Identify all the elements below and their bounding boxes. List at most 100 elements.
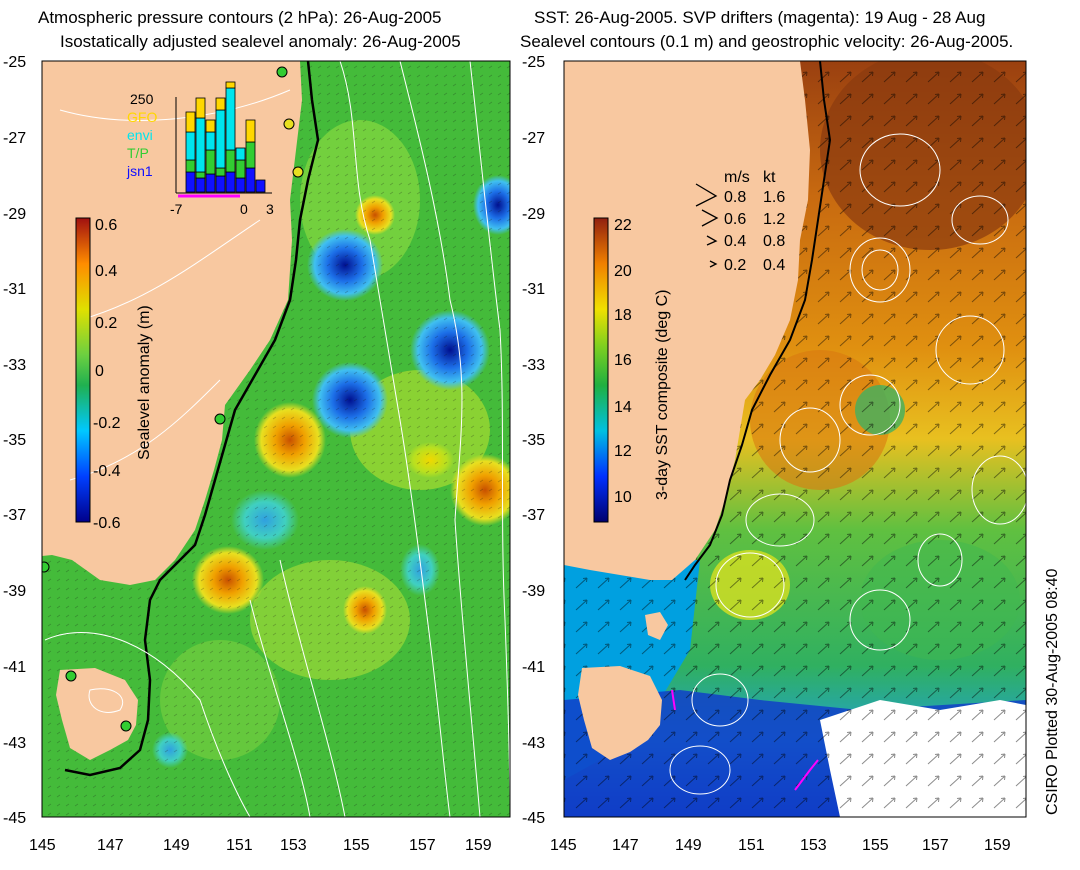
svg-text:0.8: 0.8 (724, 189, 746, 206)
sealevel-contours (669, 133, 1026, 795)
svg-text:-31: -31 (3, 281, 26, 298)
svg-text:-41: -41 (3, 659, 26, 676)
left-title-line1: Atmospheric pressure contours (2 hPa): 2… (38, 8, 442, 27)
left-title-line2: Isostatically adjusted sealevel anomaly:… (60, 32, 461, 51)
sst-tick: 18 (614, 307, 632, 324)
svg-text:0.4: 0.4 (724, 233, 746, 250)
svg-text:0.8: 0.8 (763, 233, 785, 250)
svg-text:-39: -39 (522, 583, 545, 600)
sst-tick: 10 (614, 489, 632, 506)
svg-text:159: 159 (465, 837, 492, 854)
svg-text:-27: -27 (522, 130, 545, 147)
sla-tick: 0 (95, 363, 104, 380)
svg-text:145: 145 (29, 837, 56, 854)
inset-xtick: 3 (266, 201, 274, 217)
svg-text:153: 153 (280, 837, 307, 854)
svg-text:-35: -35 (3, 432, 26, 449)
svg-text:-25: -25 (522, 54, 545, 71)
svg-text:147: 147 (612, 837, 639, 854)
svg-text:147: 147 (97, 837, 124, 854)
sst-tick: 22 (614, 217, 632, 234)
svg-text:-25: -25 (3, 54, 26, 71)
sla-tick: 0.4 (95, 263, 117, 280)
right-title-line1: SST: 26-Aug-2005. SVP drifters (magenta)… (534, 8, 986, 27)
svg-text:-43: -43 (522, 735, 545, 752)
svg-text:157: 157 (409, 837, 436, 854)
svg-text:153: 153 (800, 837, 827, 854)
inset-xtick: 0 (240, 201, 248, 217)
sst-tick: 12 (614, 443, 632, 460)
sst-tick: 16 (614, 352, 632, 369)
vel-header-kt: kt (763, 169, 776, 186)
svg-text:151: 151 (738, 837, 765, 854)
right-shelf-contour (684, 61, 832, 581)
vel-arrow-icon (706, 235, 718, 246)
svg-text:149: 149 (675, 837, 702, 854)
svg-text:149: 149 (163, 837, 190, 854)
right-land-mainland (564, 61, 810, 580)
right-map (564, 61, 1026, 817)
svg-text:157: 157 (922, 837, 949, 854)
svg-text:-33: -33 (522, 357, 545, 374)
legend-gfo: GFO (127, 109, 157, 125)
left-lon-axis: 145 147 149 151 153 155 157 159 (29, 837, 492, 854)
svg-text:1.2: 1.2 (763, 211, 785, 228)
svp-drifter-track (794, 759, 819, 791)
vel-arrow-icon (695, 183, 718, 207)
svg-text:-33: -33 (3, 357, 26, 374)
svg-text:-39: -39 (3, 583, 26, 600)
sst-colorbar: 22 20 18 16 14 12 10 3-day SST composite… (593, 217, 671, 523)
svg-text:1.6: 1.6 (763, 189, 785, 206)
right-title-line2: Sealevel contours (0.1 m) and geostrophi… (520, 32, 1014, 51)
sla-tick: 0.2 (95, 315, 117, 332)
svg-text:0.6: 0.6 (724, 211, 746, 228)
sst-colorbar-label: 3-day SST composite (deg C) (654, 290, 671, 500)
svg-text:0.2: 0.2 (724, 257, 746, 274)
legend-tp: T/P (127, 145, 149, 161)
svg-text:-35: -35 (522, 432, 545, 449)
svg-text:-41: -41 (522, 659, 545, 676)
right-land-tasmania (578, 666, 662, 760)
right-lat-axis: -25 -27 -29 -31 -33 -35 -37 -39 -41 -43 … (522, 54, 545, 827)
right-lon-axis: 145 147 149 151 153 155 157 159 (550, 837, 1011, 854)
left-map (42, 61, 510, 817)
svg-text:151: 151 (226, 837, 253, 854)
svg-text:155: 155 (862, 837, 889, 854)
vel-arrow-icon (701, 209, 719, 227)
inset-max-label: 250 (130, 91, 154, 107)
sla-colorbar: 0.6 0.4 0.2 0 -0.2 -0.4 -0.6 Sealevel an… (75, 217, 153, 532)
vel-arrow-icon (709, 260, 718, 268)
svg-text:155: 155 (343, 837, 370, 854)
pressure-contours (44, 61, 510, 817)
svg-text:-29: -29 (522, 206, 545, 223)
legend-jsn1: jsn1 (126, 163, 153, 179)
svg-text:-37: -37 (3, 507, 26, 524)
svg-text:-45: -45 (3, 810, 26, 827)
sla-tick: -0.4 (93, 463, 121, 480)
tide-gauge-markers (42, 66, 304, 732)
sst-tick: 14 (614, 399, 632, 416)
svg-text:-29: -29 (3, 206, 26, 223)
sla-tick: -0.2 (93, 415, 121, 432)
svg-text:-45: -45 (522, 810, 545, 827)
legend-envi: envi (127, 127, 153, 143)
sst-tick: 20 (614, 263, 632, 280)
left-land-tasmania (56, 668, 138, 760)
left-shelf-contour (64, 61, 320, 777)
svg-text:-37: -37 (522, 507, 545, 524)
svg-text:-43: -43 (3, 735, 26, 752)
svg-text:0.4: 0.4 (763, 257, 785, 274)
plot-timestamp: CSIRO Plotted 30-Aug-2005 08:40 (1044, 568, 1061, 815)
sla-colorbar-label: Sealevel anomaly (m) (136, 305, 153, 460)
sla-tick: -0.6 (93, 515, 121, 532)
velocity-legend: m/s kt 0.8 1.6 0.6 1.2 0.4 0.8 0.2 0.4 (695, 169, 785, 274)
altimeter-inset: 250 GFO envi T/P jsn1 -7 0 3 (126, 81, 274, 217)
svg-text:159: 159 (984, 837, 1011, 854)
svg-text:-31: -31 (522, 281, 545, 298)
inset-xtick: -7 (170, 201, 183, 217)
vel-header-ms: m/s (724, 169, 750, 186)
left-lat-axis: -25 -27 -29 -31 -33 -35 -37 -39 -41 -43 … (3, 54, 26, 827)
svg-text:145: 145 (550, 837, 577, 854)
svg-text:-27: -27 (3, 130, 26, 147)
